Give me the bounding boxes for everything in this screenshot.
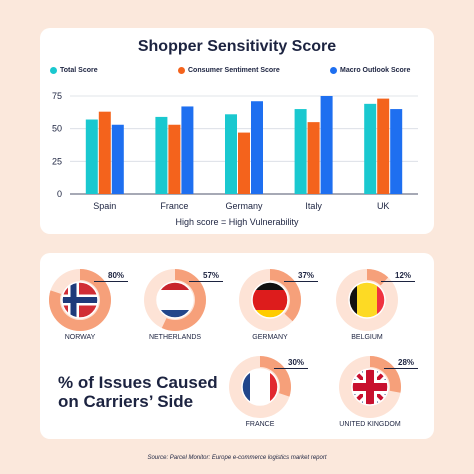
france-flag: [242, 369, 278, 405]
country-label-norway: NORWAY: [64, 334, 96, 341]
donut-france: [225, 352, 295, 422]
pct-underline: [189, 281, 223, 282]
donut-slice: [270, 269, 302, 322]
bar-chart: 0 25 50 75 Spain France Germany Italy UK: [52, 91, 418, 211]
country-label-united-kingdom: UNITED KINGDOM: [339, 421, 401, 428]
pct-label-france: 30%: [288, 358, 305, 367]
issues-title-line-1: % of Issues Caused: [58, 373, 218, 392]
chart-caption: High score = High Vulnerability: [175, 217, 299, 227]
germany-flag: [252, 282, 288, 318]
bar-france-0: [155, 116, 168, 194]
legend-total-dot: [50, 67, 57, 74]
donut-slice: [260, 356, 291, 397]
pct-label-united-kingdom: 28%: [398, 358, 415, 367]
pct-underline: [274, 368, 308, 369]
pct-underline: [94, 281, 128, 282]
donut-slice: [370, 356, 401, 393]
chart-title: Shopper Sensitivity Score: [137, 38, 337, 55]
country-label-netherlands: NETHERLANDS: [148, 334, 202, 341]
legend-macro: Macro Outlook Score: [330, 67, 410, 74]
pct-underline: [381, 281, 415, 282]
issues-title: % of Issues Caused on Carriers’ Side: [58, 373, 218, 411]
legend-macro-label: Macro Outlook Score: [340, 67, 411, 74]
bar-italy-2: [320, 96, 333, 194]
x-tick-label: Italy: [305, 201, 322, 211]
donut-slice: [161, 269, 206, 331]
donut-slice: [49, 269, 112, 331]
pct-underline: [284, 281, 318, 282]
bar-spain-1: [98, 111, 111, 194]
bar-uk-0: [364, 103, 377, 194]
bar-italy-1: [307, 122, 320, 194]
donut-united-kingdom: [335, 352, 405, 422]
country-label-germany: GERMANY: [252, 334, 288, 341]
legend-macro-dot: [330, 67, 337, 74]
bar-uk-2: [390, 109, 403, 194]
source-note: Source: Parcel Monitor: Europe e-commerc…: [147, 455, 327, 461]
pct-label-germany: 37%: [298, 271, 315, 280]
netherlands-flag: [157, 282, 193, 318]
x-tick-label: France: [160, 201, 188, 211]
pct-underline: [384, 368, 418, 369]
bar-spain-0: [85, 119, 98, 194]
donut-norway: [45, 265, 115, 335]
y-tick-label: 0: [57, 189, 62, 199]
legend-total: Total Score: [50, 67, 98, 74]
issues-title-line-2: on Carriers’ Side: [58, 392, 194, 411]
bar-uk-1: [377, 98, 390, 194]
uk-flag: [352, 369, 388, 405]
legend-consumer-dot: [178, 67, 185, 74]
donut-belgium: [332, 265, 402, 335]
donut-germany: [235, 265, 305, 335]
pct-label-netherlands: 57%: [203, 271, 220, 280]
bar-france-1: [168, 124, 181, 194]
y-tick-label: 25: [52, 156, 62, 166]
country-label-belgium: BELGIUM: [351, 334, 383, 341]
x-tick-label: Germany: [225, 201, 263, 211]
bar-france-2: [181, 106, 194, 194]
legend-consumer-label: Consumer Sentiment Score: [188, 67, 280, 74]
pct-label-belgium: 12%: [395, 271, 412, 280]
pct-label-norway: 80%: [108, 271, 125, 280]
y-tick-label: 50: [52, 124, 62, 134]
donut-netherlands: [140, 265, 210, 335]
x-tick-label: Spain: [93, 201, 116, 211]
y-tick-label: 75: [52, 91, 62, 101]
bar-germany-2: [251, 101, 263, 194]
legend-total-label: Total Score: [60, 67, 98, 74]
bar-spain-2: [111, 124, 124, 194]
bar-italy-0: [294, 109, 307, 194]
bar-germany-1: [238, 132, 250, 194]
norway-flag: [62, 282, 98, 318]
x-tick-label: UK: [377, 201, 390, 211]
country-label-france: FRANCE: [245, 421, 275, 428]
belgium-flag: [349, 282, 385, 318]
bar-germany-0: [225, 114, 237, 194]
legend-consumer: Consumer Sentiment Score: [178, 67, 280, 74]
